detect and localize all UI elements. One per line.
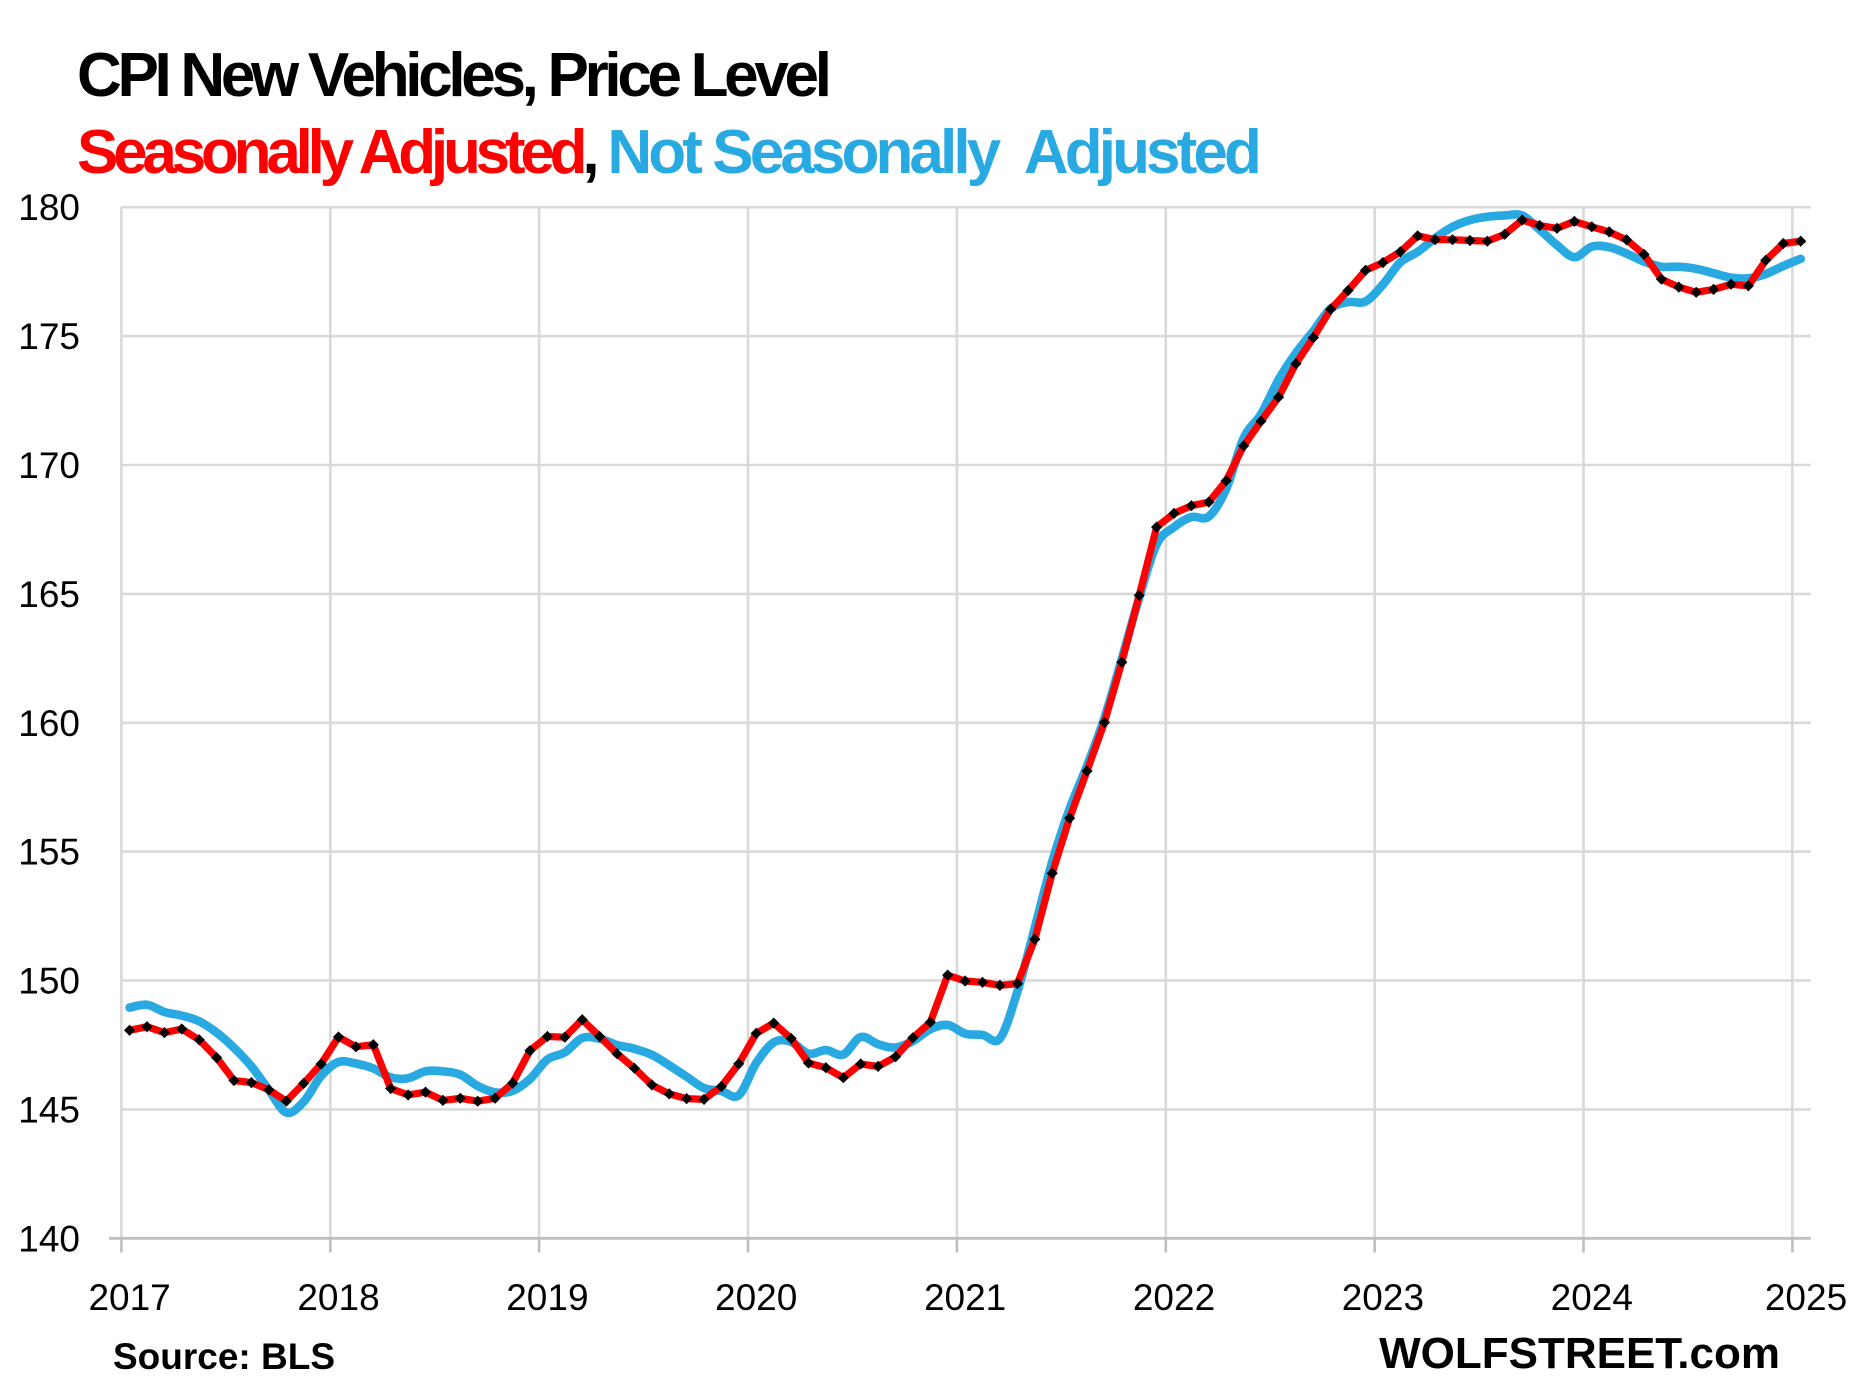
svg-text:180: 180: [18, 187, 80, 228]
svg-text:2017: 2017: [88, 1277, 170, 1318]
svg-text:140: 140: [18, 1218, 80, 1259]
svg-text:Source: BLS: Source: BLS: [113, 1336, 335, 1377]
svg-text:WOLFSTREET.com: WOLFSTREET.com: [1379, 1329, 1780, 1378]
svg-text:2021: 2021: [924, 1277, 1006, 1318]
svg-text:2020: 2020: [715, 1277, 797, 1318]
svg-text:170: 170: [18, 445, 80, 486]
svg-text:150: 150: [18, 961, 80, 1002]
svg-text:160: 160: [18, 703, 80, 744]
svg-text:2024: 2024: [1551, 1277, 1633, 1318]
svg-text:2018: 2018: [297, 1277, 379, 1318]
svg-text:175: 175: [18, 316, 80, 357]
svg-text:2025: 2025: [1765, 1277, 1847, 1318]
svg-text:2019: 2019: [506, 1277, 588, 1318]
svg-text:2022: 2022: [1133, 1277, 1215, 1318]
svg-text:CPI New Vehicles, Price Level: CPI New Vehicles, Price Level: [77, 41, 828, 110]
svg-text:145: 145: [18, 1089, 80, 1130]
svg-text:165: 165: [18, 574, 80, 615]
svg-text:2023: 2023: [1342, 1277, 1424, 1318]
svg-text:155: 155: [18, 832, 80, 873]
svg-text:Seasonally Adjusted, Not Seaso: Seasonally Adjusted, Not Seasonally Adju…: [77, 118, 1258, 187]
